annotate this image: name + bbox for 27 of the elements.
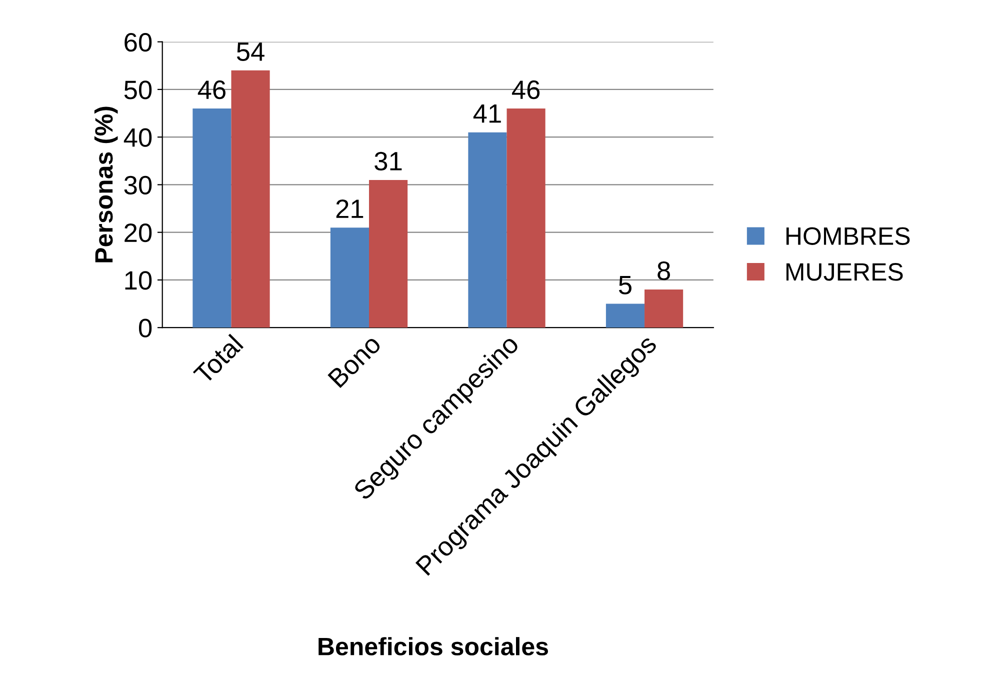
data-label: 31 — [374, 152, 402, 171]
bar — [231, 70, 270, 328]
data-label: 5 — [618, 276, 632, 294]
data-label: 41 — [473, 104, 501, 123]
bar — [468, 132, 507, 328]
y-tick-label: 0 — [138, 318, 152, 338]
bar — [606, 304, 645, 328]
bar — [369, 180, 408, 328]
y-tick-label: 20 — [124, 223, 152, 242]
y-tick-label: 50 — [124, 80, 152, 100]
data-label: 21 — [336, 200, 364, 218]
data-label: 54 — [236, 42, 264, 62]
bar — [644, 289, 684, 328]
y-tick-label: 40 — [124, 128, 152, 147]
legend-label: HOMBRES — [786, 227, 910, 245]
y-tick-label: 30 — [124, 176, 152, 195]
bar — [192, 108, 232, 328]
data-label: 8 — [658, 261, 670, 280]
data-label: 46 — [512, 80, 540, 100]
y-axis-title: Personas (%) — [94, 106, 118, 262]
y-tick-label: 60 — [124, 32, 152, 52]
data-label: 46 — [198, 80, 226, 100]
y-tick-label: 10 — [125, 271, 152, 290]
x-axis-title: Beneficios sociales — [318, 637, 548, 656]
bar — [330, 228, 369, 328]
bar — [506, 108, 546, 328]
legend-label: MUJERES — [786, 263, 903, 281]
